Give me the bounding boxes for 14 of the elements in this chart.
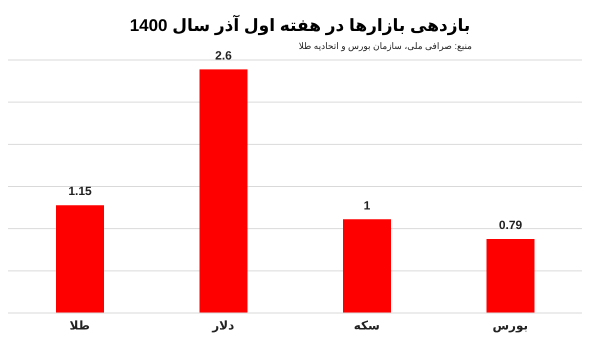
- bar: [200, 69, 248, 313]
- x-tick-label: دلار: [211, 318, 234, 333]
- x-tick-label: طلا: [70, 318, 90, 333]
- bar: [486, 238, 534, 313]
- data-label: 0.79: [498, 218, 522, 232]
- bar: [343, 219, 391, 313]
- text: منبع: صرافی ملی، سازمان بورس و اتحادیه طلا: [298, 41, 472, 52]
- x-tick-label: بورس: [492, 318, 528, 333]
- bar: [56, 205, 104, 313]
- data-label: 1.15: [68, 184, 92, 198]
- data-label: 2.6: [215, 48, 232, 62]
- data-label: 1: [364, 198, 371, 212]
- chart-title: بازدهی بازارها در هفته اول آذر سال 1400: [128, 16, 472, 36]
- x-tick-label: سکه: [354, 318, 380, 333]
